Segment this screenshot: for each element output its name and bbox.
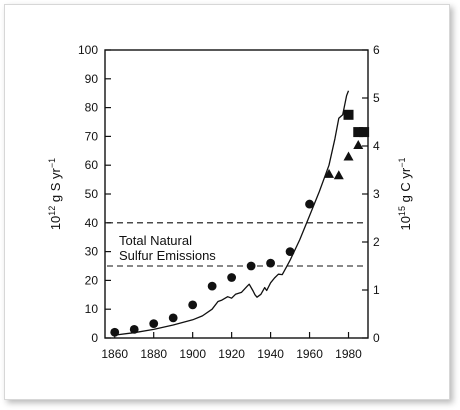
annotation-line-1: Total Natural [119,233,192,248]
circle-data-point [188,300,198,310]
x-tick-label: 1920 [218,347,245,361]
y-right-axis-title-base: 10 [398,216,413,230]
carbon-emissions-line [114,90,350,336]
y-left-tick-label: 90 [85,72,99,86]
circle-data-point [266,258,275,268]
y-left-tick-label: 60 [85,158,99,172]
y-left-axis-title-unit-exponent: −1 [47,158,57,168]
y-left-tick-label: 0 [91,331,98,345]
triangle-data-point [353,140,364,150]
square-data-point [359,127,370,138]
series-layer [110,90,370,337]
label-layer: Total Natural Sulfur Emissions [119,233,216,263]
circle-data-point [129,324,139,334]
y-left-tick-label: 30 [85,245,99,259]
square-data-point [343,109,354,120]
x-tick-label: 1980 [335,347,362,361]
triangle-data-point [343,151,354,161]
y-right-tick-label: 5 [373,91,380,105]
y-left-axis-title: 1012 g S yr−1 [47,158,63,230]
x-tick-label: 1880 [140,347,167,361]
y-right-tick-label: 1 [373,283,380,297]
y-right-axis-title-exponent: 15 [397,206,407,216]
y-right-tick-label: 0 [373,331,380,345]
circle-data-point [305,199,314,209]
y-left-tick-label: 100 [78,43,98,57]
y-left-axis-title-base: 10 [48,216,63,230]
x-tick-label: 1900 [179,347,206,361]
y-right-tick-label: 6 [373,43,380,57]
y-left-tick-label: 80 [85,101,99,115]
y-left-tick-label: 20 [85,273,99,287]
y-left-axis-title-unit: g S yr [48,167,63,205]
y-right-axis-title-unit: g C yr [398,167,413,206]
annotation-line-2: Sulfur Emissions [119,248,216,263]
y-right-axis-title: 1015 g C yr−1 [397,157,413,230]
circle-data-point [285,247,295,256]
circle-data-point [246,261,256,271]
y-left-axis-title-exponent: 12 [47,206,57,216]
circle-data-point [227,273,237,282]
y-right-tick-label: 3 [373,187,380,201]
x-tick-label: 1960 [296,347,323,361]
triangle-data-point [333,170,344,180]
y-right-tick-label: 2 [373,235,380,249]
square-data-point [353,127,364,138]
reference-lines [107,222,366,267]
circle-data-point [168,313,178,323]
figure-frame [4,4,450,400]
x-tick-label: 1940 [257,347,284,361]
circle-data-point [149,319,159,328]
triangle-data-point [324,168,335,178]
circle-data-point [207,281,217,291]
y-right-tick-label: 4 [373,139,380,153]
x-tick-label: 1860 [101,347,128,361]
y-left-tick-label: 10 [85,302,99,316]
plot-border [104,49,369,339]
y-left-tick-label: 50 [85,187,99,201]
y-right-axis-title-unit-exponent: −1 [397,157,407,167]
y-left-tick-label: 70 [85,129,99,143]
y-left-tick-label: 40 [85,216,99,230]
